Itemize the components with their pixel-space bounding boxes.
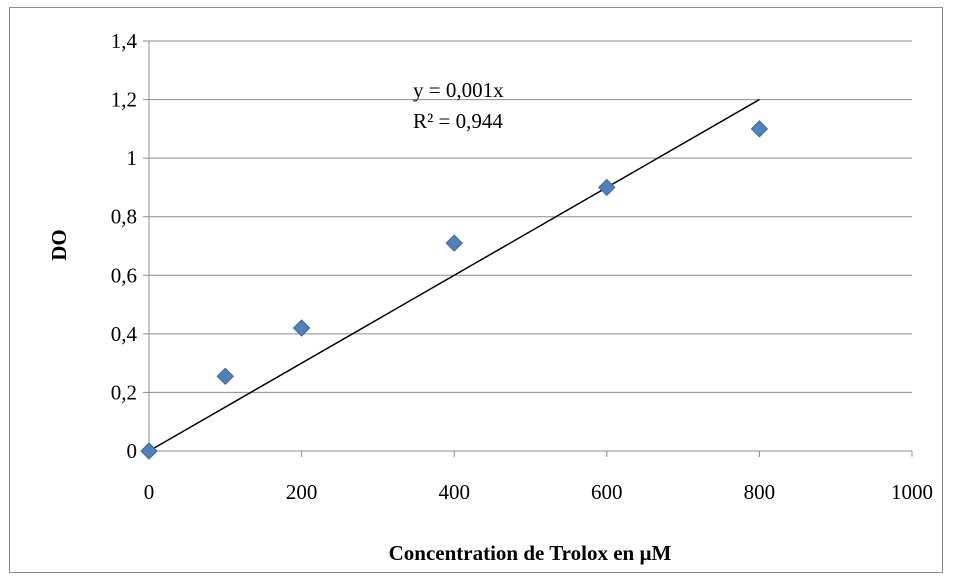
x-tick-label: 400: [438, 480, 470, 504]
x-tick-label: 800: [744, 480, 776, 504]
y-tick-label: 0,8: [111, 205, 137, 229]
x-tick-label: 200: [286, 480, 318, 504]
axes: [143, 40, 913, 457]
trendline: [148, 98, 760, 452]
trendline-group: [148, 98, 760, 452]
data-point: [445, 234, 463, 252]
x-tick-labels: 0 200 400 600 800 1000: [144, 480, 933, 504]
y-tick-label: 1,2: [111, 88, 137, 112]
x-axis-title: Concentration de Trolox en µM: [389, 541, 672, 565]
data-point: [140, 442, 158, 460]
y-tick-label: 0,4: [111, 322, 138, 346]
data-point: [598, 178, 616, 197]
trendline-r-squared: R² = 0,944: [413, 109, 503, 133]
data-point: [292, 319, 311, 337]
data-point: [750, 120, 769, 138]
gridlines: [149, 40, 912, 393]
data-point: [216, 367, 235, 386]
y-tick-label: 0,6: [111, 263, 137, 287]
y-tick-label: 0: [127, 439, 138, 463]
trendline-equation: y = 0,001x: [413, 78, 504, 102]
y-axis-title: DO: [47, 229, 71, 261]
x-tick-label: 1000: [891, 480, 933, 504]
y-tick-label: 1: [127, 146, 138, 170]
y-tick-label: 1,4: [111, 29, 138, 53]
y-tick-label: 0,2: [111, 380, 137, 404]
y-tick-labels: 0 0,2 0,4 0,6 0,8 1 1,2 1,4: [111, 29, 138, 463]
data-points: [140, 120, 769, 460]
x-tick-label: 0: [144, 480, 155, 504]
chart-area: [9, 7, 943, 573]
x-tick-label: 600: [591, 480, 623, 504]
